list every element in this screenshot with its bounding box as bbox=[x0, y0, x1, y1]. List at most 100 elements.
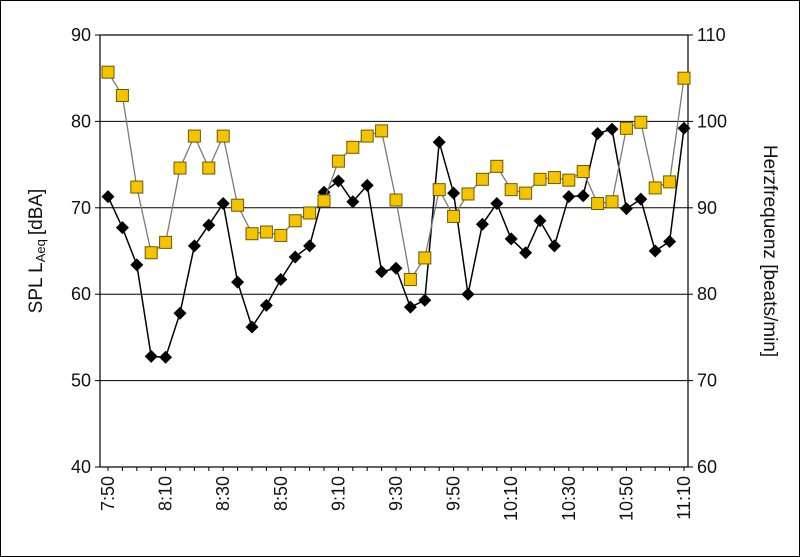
data-point-diamond bbox=[375, 265, 389, 279]
data-point-diamond bbox=[432, 135, 446, 149]
x-tick-label: 10:50 bbox=[616, 476, 636, 521]
x-tick-label: 10:10 bbox=[501, 476, 521, 521]
data-point-square bbox=[173, 161, 187, 175]
x-tick-label: 8:30 bbox=[213, 476, 233, 511]
data-point-square bbox=[130, 180, 144, 194]
data-point-square bbox=[187, 129, 201, 143]
left-axis-title: SPL LAeq [dBA] bbox=[26, 189, 48, 314]
data-point-square bbox=[576, 165, 590, 179]
data-point-square bbox=[231, 198, 245, 212]
x-tick-label: 9:30 bbox=[386, 476, 406, 511]
data-point-square bbox=[403, 273, 417, 287]
data-point-square bbox=[490, 159, 504, 173]
gridlines bbox=[100, 120, 688, 382]
data-point-diamond bbox=[519, 246, 533, 260]
data-point-diamond bbox=[403, 300, 417, 314]
data-point-square bbox=[115, 88, 129, 102]
data-point-square bbox=[245, 227, 259, 241]
x-tick-label: 7:50 bbox=[98, 476, 118, 511]
x-tick-label: 11:10 bbox=[674, 476, 694, 520]
data-point-diamond bbox=[144, 349, 158, 363]
data-point-diamond bbox=[447, 186, 461, 200]
data-point-diamond bbox=[331, 174, 345, 188]
data-point-square bbox=[259, 225, 273, 239]
x-tick-label: 10:30 bbox=[559, 476, 579, 521]
series-square bbox=[101, 65, 691, 287]
left-axis-ticks: 40 50 60 70 80 90 bbox=[71, 25, 100, 477]
data-point-diamond bbox=[245, 320, 259, 334]
x-tick-label: 9:10 bbox=[328, 476, 348, 511]
data-point-diamond bbox=[303, 239, 317, 253]
data-point-square bbox=[591, 196, 605, 210]
data-point-diamond bbox=[187, 239, 201, 253]
right-axis-ticks: 60 70 80 90 100 110 bbox=[688, 25, 727, 477]
data-point-diamond bbox=[360, 178, 374, 192]
data-point-diamond bbox=[159, 350, 173, 364]
left-axis-title-unit: [dBA] bbox=[26, 189, 47, 235]
data-point-diamond bbox=[562, 190, 576, 204]
data-point-diamond bbox=[259, 298, 273, 312]
x-axis-ticks: 7:50 8:10 8:30 8:50 9:10 9:30 9:50 10:10 10:30 10… bbox=[98, 467, 694, 521]
data-point-diamond bbox=[677, 121, 691, 135]
data-point-diamond bbox=[173, 306, 187, 320]
left-tick-label: 90 bbox=[71, 25, 91, 45]
data-point-diamond bbox=[288, 250, 302, 264]
right-tick-label: 100 bbox=[697, 111, 727, 131]
right-tick-label: 80 bbox=[697, 284, 717, 304]
data-point-square bbox=[648, 181, 662, 195]
data-point-square bbox=[461, 187, 475, 201]
data-point-diamond bbox=[461, 287, 475, 301]
series-diamond bbox=[101, 121, 691, 364]
data-point-square bbox=[605, 195, 619, 209]
left-axis-title-sub: Aeq bbox=[33, 239, 48, 262]
data-point-square bbox=[331, 154, 345, 168]
data-point-square bbox=[288, 214, 302, 228]
data-point-diamond bbox=[231, 275, 245, 289]
data-point-square bbox=[202, 161, 216, 175]
data-point-diamond bbox=[648, 244, 662, 258]
data-point-square bbox=[346, 140, 360, 154]
data-point-diamond bbox=[619, 202, 633, 216]
x-tick-label: 8:50 bbox=[271, 476, 291, 511]
data-point-square bbox=[677, 71, 691, 85]
data-point-diamond bbox=[475, 217, 489, 231]
data-point-square bbox=[389, 193, 403, 207]
left-tick-label: 50 bbox=[71, 371, 91, 391]
x-tick-label: 9:50 bbox=[444, 476, 464, 511]
data-point-square bbox=[475, 172, 489, 186]
series-layer bbox=[101, 65, 691, 364]
data-point-square bbox=[447, 209, 461, 223]
data-point-square bbox=[101, 65, 115, 79]
data-point-square bbox=[274, 228, 288, 242]
data-point-square bbox=[634, 115, 648, 129]
data-point-square bbox=[619, 121, 633, 135]
data-point-square bbox=[432, 183, 446, 197]
right-axis-title: Herzfrequenz [beats/min] bbox=[759, 145, 780, 357]
data-point-square bbox=[159, 235, 173, 249]
data-point-diamond bbox=[591, 126, 605, 140]
right-tick-label: 90 bbox=[697, 198, 717, 218]
data-point-diamond bbox=[115, 221, 129, 235]
data-point-diamond bbox=[389, 261, 403, 275]
right-tick-label: 60 bbox=[697, 457, 717, 477]
data-point-square bbox=[547, 171, 561, 185]
data-point-diamond bbox=[634, 192, 648, 206]
left-tick-label: 70 bbox=[71, 198, 91, 218]
data-point-square bbox=[504, 183, 518, 197]
left-tick-label: 80 bbox=[71, 111, 91, 131]
right-tick-label: 110 bbox=[697, 25, 726, 45]
data-point-diamond bbox=[346, 195, 360, 209]
data-point-diamond bbox=[605, 122, 619, 136]
data-point-diamond bbox=[130, 258, 144, 272]
data-point-diamond bbox=[663, 234, 677, 248]
data-point-square bbox=[317, 194, 331, 208]
x-tick-label: 8:10 bbox=[156, 476, 176, 511]
data-point-diamond bbox=[547, 239, 561, 253]
left-tick-label: 40 bbox=[71, 457, 91, 477]
right-tick-label: 70 bbox=[697, 371, 717, 391]
data-point-diamond bbox=[533, 214, 547, 228]
data-point-square bbox=[144, 246, 158, 260]
left-tick-label: 60 bbox=[71, 284, 91, 304]
data-point-diamond bbox=[101, 190, 115, 204]
